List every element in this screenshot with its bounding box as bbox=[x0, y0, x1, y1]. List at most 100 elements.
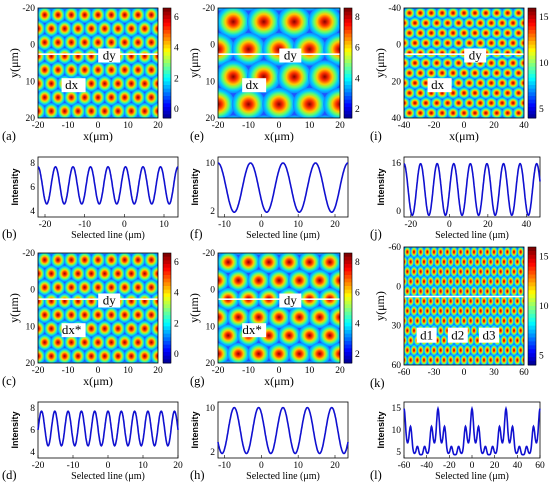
intensity-spot bbox=[503, 344, 511, 357]
y-tick-label: -20 bbox=[22, 249, 35, 259]
colorbar-segment bbox=[528, 52, 536, 57]
intensity-spot bbox=[441, 57, 454, 69]
intensity-spot bbox=[453, 295, 461, 307]
intensity-spot bbox=[511, 364, 517, 365]
intensity-spot bbox=[450, 305, 458, 317]
x-tick-label: 20 bbox=[330, 461, 340, 471]
intensity-spot bbox=[404, 275, 408, 288]
colorbar-segment bbox=[528, 114, 536, 119]
y-tick-label: 15 bbox=[392, 404, 402, 414]
intensity-spot bbox=[512, 107, 524, 118]
colorbar-segment bbox=[528, 33, 536, 38]
intensity-spot bbox=[38, 306, 52, 324]
colorbar-segment bbox=[528, 333, 536, 338]
intensity-spot bbox=[150, 47, 158, 65]
intensity-spot bbox=[231, 87, 266, 118]
intensity-spot bbox=[38, 338, 39, 346]
intensity-spot bbox=[513, 275, 521, 288]
intensity-spot bbox=[457, 265, 465, 278]
annotation-dy: dy bbox=[103, 48, 117, 63]
colorbar-segment bbox=[344, 271, 352, 276]
intensity-spot bbox=[490, 247, 498, 258]
intensity-spot bbox=[520, 295, 524, 307]
intensity-spot bbox=[307, 8, 340, 39]
y-axis-label: y(μm) bbox=[373, 48, 387, 78]
y-axis-label: Intensity bbox=[10, 411, 20, 448]
panel-label: (k) bbox=[370, 376, 385, 390]
colorbar-segment bbox=[344, 70, 352, 75]
intensity-spot bbox=[307, 60, 340, 94]
colorbar-tick: 6 bbox=[174, 258, 179, 268]
colorbar-segment bbox=[163, 267, 171, 272]
colorbar-segment bbox=[163, 8, 171, 13]
panel-l: -60 -40 -20 0 20 40 60 15 10 5 Selected line (μm) I… bbox=[368, 398, 550, 485]
panel-b: -20 -10 0 10 8 6 4 Selected line (μm) Intensity (… bbox=[0, 153, 185, 245]
intensity-spot bbox=[496, 97, 509, 109]
intensity-spot bbox=[493, 275, 501, 288]
y-tick-label: 20 bbox=[26, 114, 36, 124]
intensity-spot bbox=[443, 305, 451, 317]
intensity-spot bbox=[430, 97, 443, 109]
panel-label: (f) bbox=[190, 227, 203, 241]
intensity-spot bbox=[97, 265, 112, 282]
intensity-spot bbox=[463, 37, 476, 49]
intensity-spot bbox=[117, 8, 132, 24]
colorbar-segment bbox=[344, 41, 352, 46]
intensity-spot bbox=[267, 342, 291, 363]
x-tick-label: -30 bbox=[428, 368, 441, 378]
intensity-spot bbox=[503, 265, 511, 278]
intensity-spot bbox=[404, 295, 408, 307]
colorbar-segment bbox=[344, 267, 352, 272]
intensity-spot bbox=[463, 17, 476, 29]
intensity-curve bbox=[217, 406, 349, 455]
annotation-d: d2 bbox=[451, 328, 464, 343]
x-tick-label: 0 bbox=[277, 366, 282, 376]
intensity-spot bbox=[404, 77, 410, 89]
intensity-spot bbox=[433, 354, 441, 365]
intensity-spot bbox=[404, 354, 408, 365]
x-tick-label: 0 bbox=[462, 121, 467, 131]
intensity-spot bbox=[529, 0, 541, 9]
intensity-spot bbox=[507, 354, 515, 365]
x-tick-label: 10 bbox=[123, 366, 133, 376]
intensity-spot bbox=[507, 37, 520, 49]
intensity-spot bbox=[457, 305, 465, 317]
line-svg-d: -20 -10 0 10 20 8 6 4 Selected line (μm) Intensit… bbox=[2, 401, 183, 482]
intensity-spot bbox=[64, 89, 79, 106]
intensity-spot bbox=[288, 306, 311, 329]
intensity-spot bbox=[447, 354, 455, 365]
annotation-dy: dy bbox=[284, 48, 298, 63]
intensity-spot bbox=[480, 354, 488, 365]
y-tick-label: 8 bbox=[30, 159, 35, 169]
intensity-spot bbox=[410, 305, 418, 317]
intensity-spot bbox=[493, 314, 501, 327]
intensity-spot bbox=[308, 269, 331, 292]
intensity-spot bbox=[408, 77, 421, 89]
intensity-spot bbox=[150, 292, 158, 310]
colorbar-segment bbox=[344, 99, 352, 104]
intensity-spot bbox=[413, 354, 421, 365]
intensity-spot bbox=[227, 306, 250, 329]
colorbar-segment bbox=[528, 361, 536, 366]
y-tick-label: 10 bbox=[206, 404, 216, 414]
intensity-spot bbox=[501, 27, 514, 39]
colorbar-segment bbox=[344, 8, 352, 13]
intensity-spot bbox=[38, 89, 52, 106]
intensity-spot bbox=[425, 8, 438, 19]
y-tick-label: 20 bbox=[26, 359, 36, 369]
colorbar-segment bbox=[344, 289, 352, 294]
intensity-spot bbox=[413, 295, 421, 307]
intensity-spot bbox=[473, 295, 481, 307]
intensity-spot bbox=[150, 320, 158, 337]
intensity-spot bbox=[460, 314, 468, 327]
intensity-spot bbox=[458, 27, 470, 39]
colorbar-segment bbox=[163, 278, 171, 283]
intensity-spot bbox=[427, 354, 435, 365]
x-axis-label: x(μm) bbox=[449, 129, 479, 143]
intensity-spot bbox=[447, 67, 460, 79]
intensity-spot bbox=[254, 115, 274, 118]
intensity-spot bbox=[493, 255, 501, 268]
intensity-spot bbox=[90, 61, 106, 79]
intensity-spot bbox=[520, 255, 524, 268]
